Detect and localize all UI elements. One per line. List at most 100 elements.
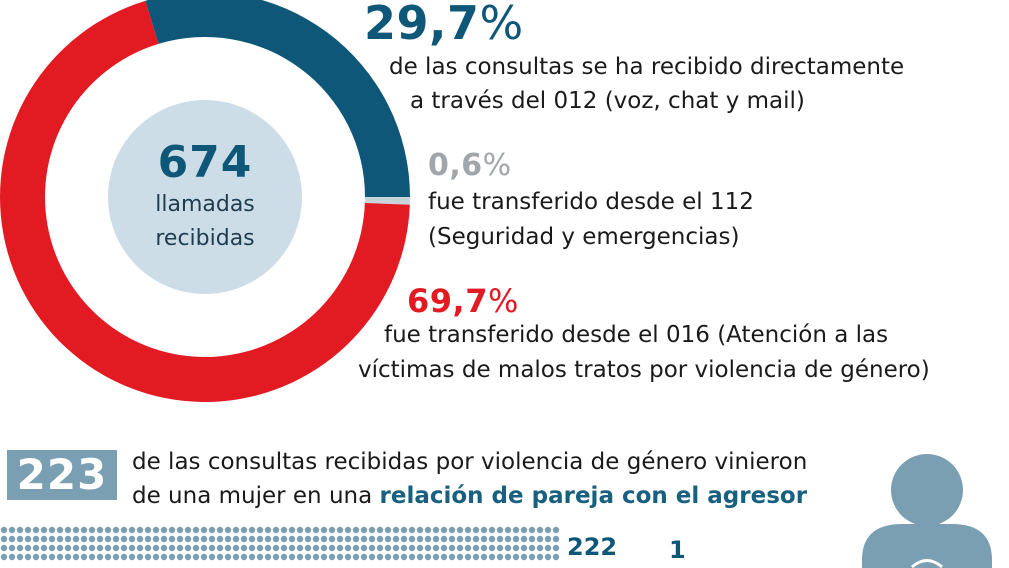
desc-016-line1: fue transferido desde el 016 (Atención a… [384, 322, 889, 348]
dot [32, 553, 40, 561]
total-calls-label-line2: recibidas [155, 226, 255, 251]
dot [464, 535, 472, 543]
dot [224, 526, 232, 534]
partner-desc-prefix: de una mujer en una [132, 483, 380, 509]
dot [136, 535, 144, 543]
dot [536, 553, 544, 561]
pct-112-symbol: % [482, 148, 512, 183]
dot [240, 553, 248, 561]
dot [536, 535, 544, 543]
dot [408, 526, 416, 534]
dot [272, 535, 280, 543]
dot [448, 553, 456, 561]
dot [112, 526, 120, 534]
dot [104, 526, 112, 534]
desc-016-line2: víctimas de malos tratos por violencia d… [358, 357, 930, 383]
dot [360, 535, 368, 543]
dot [416, 544, 424, 552]
dot [24, 526, 32, 534]
dot [264, 553, 272, 561]
dot [288, 526, 296, 534]
dot [136, 526, 144, 534]
dot [504, 535, 512, 543]
dot [336, 553, 344, 561]
pct-012-symbol: % [479, 0, 524, 50]
total-calls-value: 674 [157, 137, 253, 188]
desc-012-line2: a través del 012 (voz, chat y mail) [410, 88, 805, 114]
dot [8, 535, 16, 543]
dot [112, 553, 120, 561]
dot [376, 553, 384, 561]
dot [312, 544, 320, 552]
dot [536, 526, 544, 534]
dot [360, 526, 368, 534]
dot [464, 526, 472, 534]
dot [496, 544, 504, 552]
dot [152, 553, 160, 561]
dot [488, 544, 496, 552]
dot [480, 544, 488, 552]
dot [440, 526, 448, 534]
dot [216, 544, 224, 552]
dot [440, 544, 448, 552]
dot [120, 535, 128, 543]
dot [168, 535, 176, 543]
dot [40, 526, 48, 534]
dot [136, 544, 144, 552]
dot [352, 553, 360, 561]
dot [32, 526, 40, 534]
dot [304, 526, 312, 534]
dot [296, 526, 304, 534]
dot [416, 553, 424, 561]
dot [336, 544, 344, 552]
dot [160, 544, 168, 552]
dot [368, 553, 376, 561]
dot [376, 526, 384, 534]
total-calls-label-line1: llamadas [155, 192, 255, 217]
dot [88, 535, 96, 543]
dot [72, 553, 80, 561]
dot [152, 535, 160, 543]
dot [336, 535, 344, 543]
dot [288, 535, 296, 543]
dot [480, 553, 488, 561]
dot [280, 535, 288, 543]
dot [264, 544, 272, 552]
dot [96, 526, 104, 534]
dot [40, 544, 48, 552]
dot [96, 544, 104, 552]
dot [48, 553, 56, 561]
dot [328, 526, 336, 534]
dot [456, 526, 464, 534]
dot [424, 535, 432, 543]
dot [152, 544, 160, 552]
dot [312, 535, 320, 543]
dot [32, 544, 40, 552]
dot [552, 526, 560, 534]
dot [232, 544, 240, 552]
dot [424, 553, 432, 561]
partner-desc-line1: de las consultas recibidas por violencia… [132, 449, 808, 475]
dot [448, 526, 456, 534]
dot [480, 526, 488, 534]
dot [200, 544, 208, 552]
dot [488, 535, 496, 543]
pct-112-value: 0,6 [428, 148, 483, 183]
dot [184, 535, 192, 543]
person-icon [862, 454, 992, 568]
dot [48, 535, 56, 543]
dot [408, 535, 416, 543]
dot [400, 535, 408, 543]
dot [320, 553, 328, 561]
desc-112-line2: (Seguridad y emergencias) [428, 224, 740, 250]
dot [224, 535, 232, 543]
dot [96, 553, 104, 561]
dot [368, 526, 376, 534]
dot [248, 544, 256, 552]
pct-012-value: 29,7 [364, 0, 480, 50]
dot [208, 553, 216, 561]
dot [504, 544, 512, 552]
dot [544, 526, 552, 534]
dot [160, 553, 168, 561]
dot [256, 526, 264, 534]
